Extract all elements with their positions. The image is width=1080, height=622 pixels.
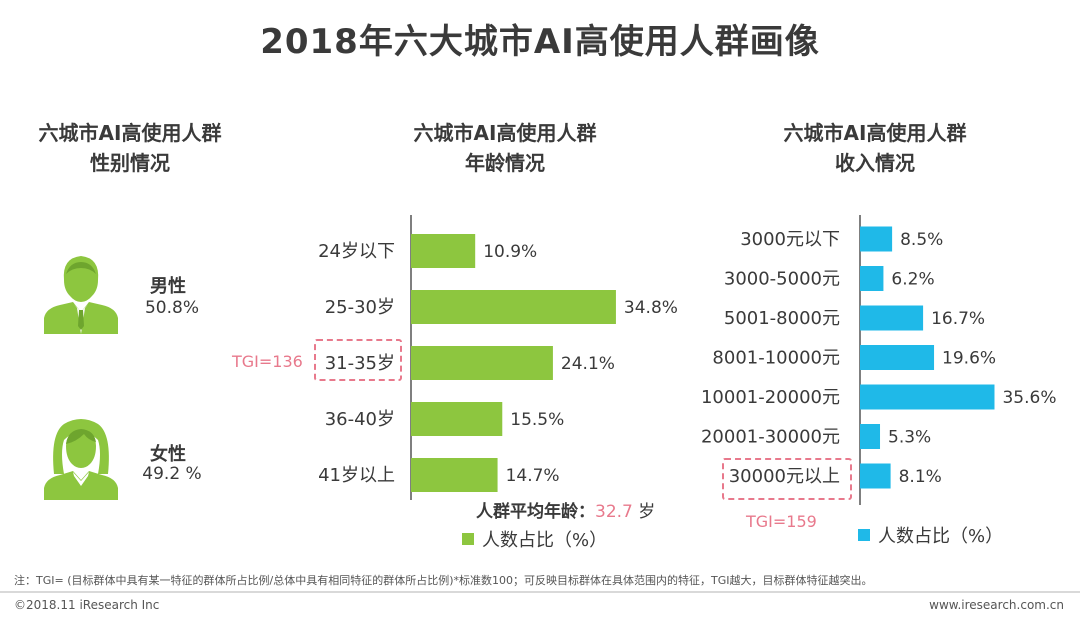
footer-website: www.iresearch.com.cn (929, 598, 1064, 612)
income-value-label: 8.5% (900, 230, 943, 250)
income-legend: 人数占比（%） (858, 522, 1003, 548)
income-tgi-label: TGI=159 (746, 512, 817, 531)
age-bar (411, 234, 476, 268)
age-title-line2: 年龄情况 (465, 151, 545, 175)
income-category-label: 3000-5000元 (724, 269, 840, 290)
income-category-label: 8001-10000元 (712, 348, 840, 369)
age-category-label: 31-35岁 (325, 353, 395, 374)
age-title-line1: 六城市AI高使用人群 (413, 121, 597, 145)
income-category-label: 20001-30000元 (701, 427, 840, 448)
income-value-label: 8.1% (899, 467, 942, 487)
income-category-label: 30000元以上 (729, 466, 840, 487)
income-category-label: 10001-20000元 (701, 387, 840, 408)
gender-title-line1: 六城市AI高使用人群 (38, 121, 222, 145)
income-title-line1: 六城市AI高使用人群 (783, 121, 967, 145)
male-value: 50.8% (144, 298, 199, 318)
age-legend: 人数占比（%） (462, 526, 607, 552)
income-bar (860, 305, 924, 331)
male-person-icon (44, 256, 118, 334)
female-label: 女性 (150, 444, 186, 465)
income-category-label: 5001-8000元 (724, 308, 840, 329)
income-highlight-box (722, 458, 852, 500)
age-highlight-box (314, 339, 402, 381)
income-legend-label: 人数占比（%） (878, 526, 1004, 547)
avg-age-unit: 岁 (638, 502, 656, 522)
age-section-title: 六城市AI高使用人群 年龄情况 (380, 118, 630, 178)
female-person-icon (44, 419, 118, 500)
footer-copyright: ©2018.11 iResearch Inc (14, 598, 160, 612)
male-label: 男性 (150, 276, 186, 297)
age-value-label: 15.5% (510, 410, 564, 430)
income-bar (860, 266, 884, 291)
income-bar (860, 226, 893, 252)
income-bar (860, 424, 881, 449)
age-legend-swatch (462, 533, 474, 545)
age-category-label: 41岁以上 (318, 465, 395, 486)
age-value-label: 24.1% (561, 354, 615, 374)
income-bar (860, 345, 935, 370)
age-svg: 24岁以下 10.9% 25-30岁 34.8% 31-35岁 24.1% 36-40岁 15… (318, 215, 678, 500)
income-title-line2: 收入情况 (835, 151, 915, 175)
income-svg: 3000元以下 8.5% 3000-5000元 6.2% 5001-8000元 16.7%… (701, 215, 1057, 505)
gender-section-title: 六城市AI高使用人群 性别情况 (20, 118, 240, 178)
income-value-label: 6.2% (891, 270, 934, 290)
avg-age-line: 人群平均年龄：32.7 岁 (476, 497, 655, 522)
age-legend-label: 人数占比（%） (482, 530, 608, 551)
age-tgi-label: TGI=136 (232, 352, 303, 371)
income-section-title: 六城市AI高使用人群 收入情况 (750, 118, 1000, 178)
avg-age-label: 人群平均年龄 (476, 502, 578, 522)
age-value-label: 34.8% (624, 298, 678, 318)
avg-age-value: 32.7 (595, 502, 633, 522)
income-category-label: 3000元以下 (740, 229, 840, 250)
age-category-label: 24岁以下 (318, 241, 395, 262)
footnote: 注：TGI= (目标群体中具有某一特征的群体所占比例/总体中具有相同特征的群体所… (14, 574, 873, 587)
age-value-label: 10.9% (483, 242, 537, 262)
age-value-label: 14.7% (506, 466, 560, 486)
footer-divider (0, 591, 1080, 593)
income-legend-swatch (858, 529, 870, 541)
age-bar (411, 290, 616, 324)
age-category-label: 36-40岁 (325, 409, 395, 430)
age-category-label: 25-30岁 (325, 297, 395, 318)
female-value: 49.2 % (142, 464, 202, 484)
income-value-label: 5.3% (888, 428, 931, 448)
income-value-label: 16.7% (931, 309, 985, 329)
age-bar (411, 458, 498, 492)
page-title: 2018年六大城市AI高使用人群画像 (260, 22, 820, 62)
income-bar (860, 463, 891, 489)
age-bar (411, 402, 503, 436)
age-bar (411, 346, 553, 380)
income-bar (860, 384, 995, 410)
gender-title-line2: 性别情况 (90, 151, 170, 175)
avg-age-colon: ： (578, 502, 595, 522)
income-value-label: 35.6% (1002, 388, 1056, 408)
income-value-label: 19.6% (942, 349, 996, 369)
